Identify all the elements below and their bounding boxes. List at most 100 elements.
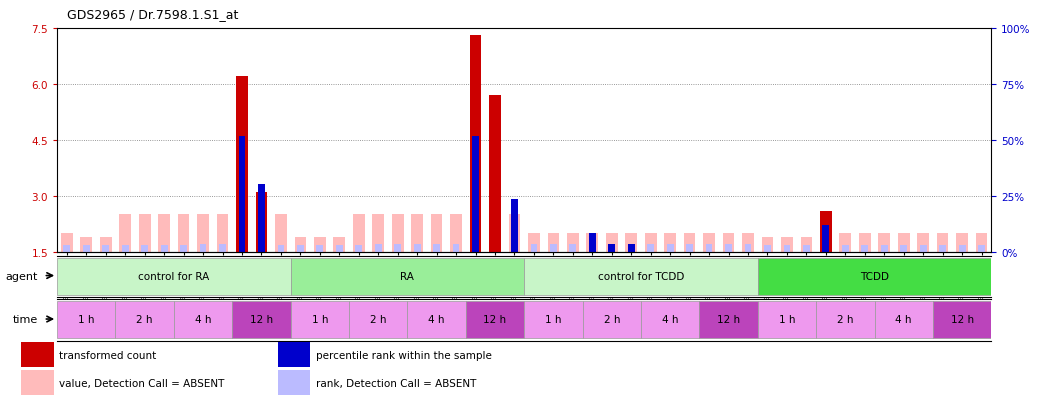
Bar: [625, 233, 637, 252]
Text: 2 h: 2 h: [136, 314, 153, 324]
Text: rank, Detection Call = ABSENT: rank, Detection Call = ABSENT: [316, 378, 476, 388]
Bar: [219, 244, 226, 252]
Bar: [803, 246, 810, 252]
Bar: [239, 137, 245, 252]
Bar: [524, 301, 582, 339]
Bar: [233, 301, 291, 339]
Bar: [391, 215, 404, 252]
Bar: [608, 244, 616, 252]
Bar: [842, 246, 849, 252]
Bar: [589, 244, 596, 252]
Bar: [758, 258, 991, 295]
Bar: [83, 246, 89, 252]
Bar: [291, 301, 349, 339]
Text: TCDD: TCDD: [861, 271, 889, 281]
Text: value, Detection Call = ABSENT: value, Detection Call = ABSENT: [59, 378, 224, 388]
Bar: [933, 301, 991, 339]
Bar: [119, 215, 131, 252]
Bar: [313, 237, 326, 252]
Bar: [121, 246, 129, 252]
Bar: [277, 246, 284, 252]
Bar: [758, 301, 816, 339]
Bar: [100, 237, 112, 252]
Text: 2 h: 2 h: [603, 314, 620, 324]
Bar: [816, 301, 874, 339]
Bar: [664, 233, 676, 252]
Bar: [61, 233, 73, 252]
Bar: [686, 244, 693, 252]
Bar: [936, 233, 949, 252]
Bar: [469, 215, 482, 252]
Bar: [115, 301, 174, 339]
Text: 12 h: 12 h: [717, 314, 740, 324]
Text: 1 h: 1 h: [78, 314, 94, 324]
Bar: [862, 246, 868, 252]
FancyBboxPatch shape: [277, 342, 310, 367]
Bar: [472, 137, 479, 252]
Text: percentile rank within the sample: percentile rank within the sample: [316, 350, 491, 360]
Text: 12 h: 12 h: [250, 314, 273, 324]
Bar: [606, 233, 618, 252]
Text: control for TCDD: control for TCDD: [598, 271, 684, 281]
Bar: [317, 246, 323, 252]
Bar: [874, 301, 933, 339]
Bar: [881, 246, 887, 252]
Text: agent: agent: [5, 271, 37, 281]
Bar: [628, 244, 634, 252]
Bar: [978, 246, 985, 252]
Bar: [820, 233, 831, 252]
Bar: [524, 258, 758, 295]
Text: 1 h: 1 h: [545, 314, 562, 324]
Bar: [706, 244, 712, 252]
Bar: [744, 244, 752, 252]
Bar: [236, 215, 248, 252]
Bar: [800, 237, 812, 252]
Bar: [81, 237, 92, 252]
Bar: [509, 215, 520, 252]
Text: 4 h: 4 h: [662, 314, 679, 324]
Text: 1 h: 1 h: [311, 314, 328, 324]
Bar: [820, 211, 831, 252]
Bar: [920, 246, 927, 252]
Bar: [548, 233, 559, 252]
Bar: [236, 77, 248, 252]
Text: GDS2965 / Dr.7598.1.S1_at: GDS2965 / Dr.7598.1.S1_at: [67, 8, 239, 21]
Bar: [181, 246, 187, 252]
Bar: [511, 200, 518, 252]
Bar: [722, 233, 735, 252]
Bar: [373, 215, 384, 252]
Bar: [608, 244, 616, 252]
Bar: [453, 244, 460, 252]
Bar: [239, 244, 245, 252]
Bar: [63, 246, 71, 252]
Bar: [976, 233, 987, 252]
Bar: [375, 244, 382, 252]
Bar: [640, 301, 700, 339]
Bar: [666, 244, 674, 252]
Bar: [567, 233, 579, 252]
Bar: [258, 185, 265, 252]
Bar: [956, 233, 967, 252]
Bar: [349, 301, 407, 339]
Bar: [822, 226, 829, 252]
Bar: [570, 244, 576, 252]
Bar: [57, 258, 291, 295]
Bar: [103, 246, 109, 252]
Bar: [139, 215, 151, 252]
Bar: [258, 244, 265, 252]
Text: 12 h: 12 h: [951, 314, 974, 324]
Bar: [648, 244, 654, 252]
Bar: [589, 233, 596, 252]
Bar: [858, 233, 871, 252]
Text: 2 h: 2 h: [837, 314, 853, 324]
Bar: [684, 233, 695, 252]
Bar: [489, 215, 500, 252]
Bar: [582, 301, 640, 339]
Bar: [586, 233, 598, 252]
Bar: [511, 244, 518, 252]
Bar: [297, 246, 304, 252]
Bar: [530, 244, 538, 252]
Text: transformed count: transformed count: [59, 350, 156, 360]
Bar: [700, 301, 758, 339]
Bar: [450, 215, 462, 252]
